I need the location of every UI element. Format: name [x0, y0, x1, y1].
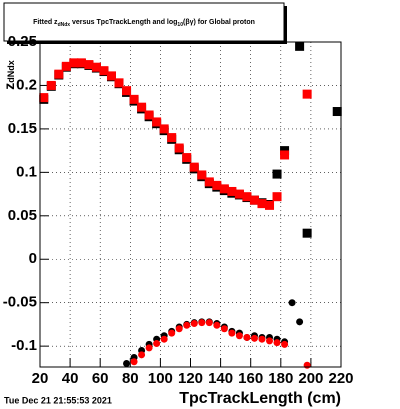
square-marker: [46, 80, 56, 90]
square-marker: [302, 228, 312, 238]
timestamp: Tue Dec 21 21:55:53 2021: [4, 395, 112, 405]
square-marker: [99, 66, 109, 76]
x-tick-label: 140: [208, 370, 233, 387]
square-marker: [265, 200, 275, 210]
circle-marker: [266, 337, 274, 345]
x-tick-label: 40: [62, 370, 79, 387]
square-marker: [76, 58, 86, 68]
circle-marker: [281, 340, 289, 348]
square-marker: [106, 71, 116, 81]
circle-marker: [228, 329, 236, 337]
square-marker: [212, 180, 222, 190]
x-tick-label: 20: [32, 370, 49, 387]
square-marker: [272, 192, 282, 202]
x-tick-label: 100: [148, 370, 173, 387]
title-box: [3, 2, 285, 42]
circle-marker: [296, 318, 304, 326]
square-marker: [152, 117, 162, 127]
y-title-part: z: [1, 83, 17, 90]
x-tick-label: 120: [178, 370, 203, 387]
circle-marker: [183, 321, 191, 329]
title-part: Fitted z: [33, 19, 58, 26]
y-axis-title: zdNdx: [1, 60, 17, 90]
square-marker: [39, 93, 49, 103]
y-tick-label: 0.1: [16, 163, 37, 180]
y-tick-label: 0.25: [8, 33, 37, 50]
circle-marker: [175, 325, 183, 333]
square-marker: [159, 124, 169, 134]
y-tick-label: 0: [29, 250, 37, 267]
square-marker: [249, 195, 259, 205]
circle-marker: [220, 325, 228, 333]
square-marker: [219, 184, 229, 194]
x-tick-label: 160: [238, 370, 263, 387]
circle-marker: [288, 299, 296, 307]
circle-marker: [243, 333, 251, 341]
square-marker: [257, 199, 267, 209]
circle-marker: [213, 321, 221, 329]
y-tick-label: 0.2: [16, 76, 37, 93]
square-marker: [272, 169, 282, 179]
square-marker: [54, 69, 64, 79]
circle-marker: [123, 360, 131, 368]
square-marker: [129, 94, 139, 104]
square-marker: [234, 189, 244, 199]
chart-title: Fitted zdNdx versus TpcTrackLength and l…: [33, 19, 255, 28]
square-marker: [122, 86, 132, 96]
square-marker: [197, 170, 207, 180]
title-part: versus TpcTrackLength and log: [70, 19, 177, 26]
y-tick-label: 0.15: [8, 120, 37, 137]
circle-marker: [273, 339, 281, 347]
x-tick-label: 200: [298, 370, 323, 387]
circle-marker: [145, 344, 153, 352]
square-marker: [302, 89, 312, 99]
square-marker: [69, 58, 79, 68]
square-marker: [182, 153, 192, 163]
y-tick-label: -0.05: [3, 294, 37, 311]
square-marker: [84, 60, 94, 70]
circle-marker: [258, 335, 266, 343]
circle-marker: [138, 351, 146, 359]
circle-marker: [168, 329, 176, 337]
y-tick-label: 0.05: [8, 207, 37, 224]
circle-marker: [130, 358, 138, 366]
circle-marker: [198, 319, 206, 327]
square-marker: [114, 78, 124, 88]
square-marker: [295, 41, 305, 51]
circle-marker: [205, 319, 213, 327]
x-tick-label: 80: [122, 370, 139, 387]
y-tick-label: -0.1: [11, 337, 37, 354]
title-part: (βγ) for Global proton: [183, 19, 255, 26]
circle-marker: [250, 334, 258, 342]
square-marker: [174, 143, 184, 153]
x-axis-title: TpcTrackLength (cm): [179, 390, 341, 407]
square-marker: [204, 177, 214, 187]
x-tick-label: 220: [328, 370, 353, 387]
x-tick-label: 180: [268, 370, 293, 387]
square-marker: [189, 162, 199, 172]
x-tick-label: 60: [92, 370, 109, 387]
square-marker: [144, 110, 154, 120]
circle-marker: [190, 320, 198, 328]
plot-area: [39, 41, 342, 369]
circle-marker: [303, 361, 311, 369]
square-marker: [242, 192, 252, 202]
square-marker: [280, 150, 290, 160]
square-marker: [61, 61, 71, 71]
circle-marker: [160, 335, 168, 343]
square-marker: [137, 102, 147, 112]
y-title-sub: dNdx: [6, 60, 16, 83]
square-marker: [332, 107, 342, 117]
circle-marker: [235, 332, 243, 340]
square-marker: [91, 62, 101, 72]
title-sub: 10: [177, 22, 183, 28]
title-sub: dNdx: [58, 22, 71, 28]
square-marker: [167, 133, 177, 143]
square-marker: [227, 186, 237, 196]
circle-marker: [153, 340, 161, 348]
